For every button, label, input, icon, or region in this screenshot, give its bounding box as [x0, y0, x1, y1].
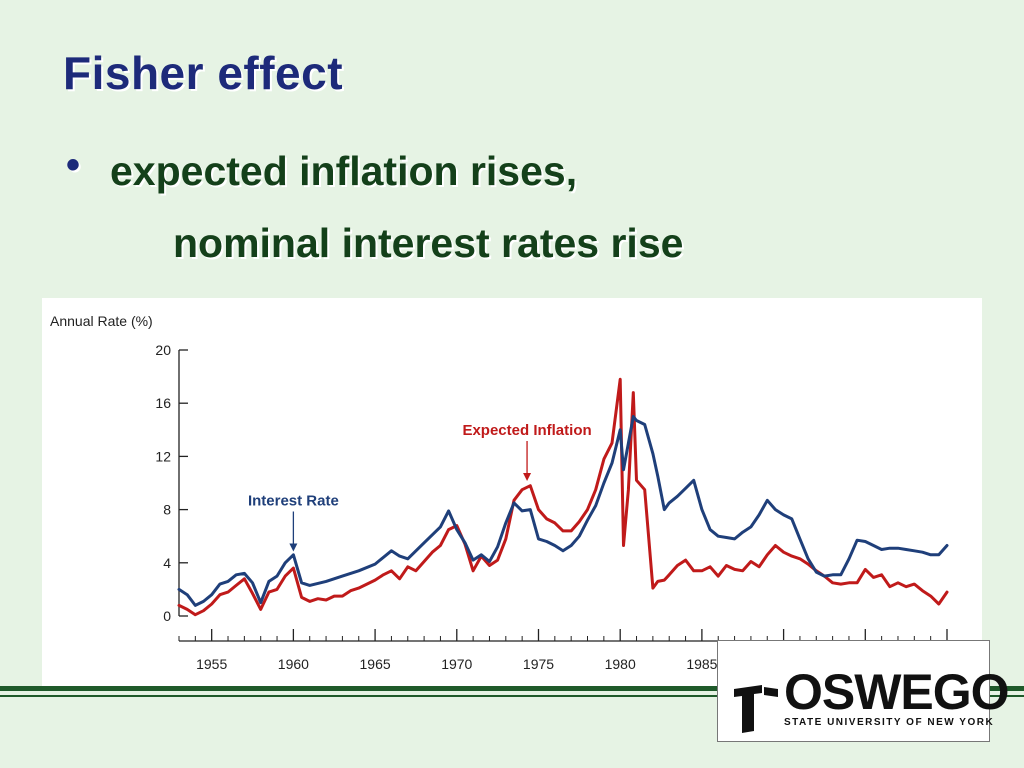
series-group — [177, 377, 949, 617]
footer-rule-right — [990, 686, 1024, 691]
annotation-arrow-head — [523, 473, 532, 481]
annotation-arrow-head — [289, 543, 298, 552]
x-tick-label: 1985 — [686, 656, 717, 672]
y-tick-label: 0 — [163, 608, 171, 624]
bullet-text-line-2: nominal interest rates rise — [173, 220, 684, 266]
x-tick-label: 1975 — [523, 656, 554, 672]
oswego-logo: OSWEGO STATE UNIVERSITY OF NEW YORK — [717, 640, 1009, 742]
logo-wordmark: OSWEGO — [784, 667, 1009, 711]
y-axis-label: Annual Rate (%) — [50, 313, 153, 329]
footer-rule-right-thin — [990, 695, 1024, 697]
y-tick-label: 16 — [155, 395, 171, 411]
x-tick-label: 1955 — [196, 656, 227, 672]
y-tick-label: 20 — [155, 342, 171, 358]
annotation-label: Expected Inflation — [462, 422, 591, 439]
annotation-label: Interest Rate — [248, 492, 339, 509]
footer-rule — [0, 686, 718, 691]
bullet-text-line-1: expected inflation rises, — [110, 148, 578, 194]
bullet-dot-icon: • — [66, 143, 81, 187]
x-tick-label: 1960 — [278, 656, 309, 672]
annotations: Interest Rate Expected Inflation — [248, 422, 592, 552]
series-line-interest-rate — [177, 415, 949, 607]
footer-rule-thin — [0, 695, 718, 697]
x-tick-label: 1965 — [360, 656, 391, 672]
y-tick-label: 12 — [155, 448, 171, 464]
chart-panel: Annual Rate (%) 0 4 8 12 16 20 1955 1960 1965 197… — [42, 298, 982, 690]
line-chart: Annual Rate (%) 0 4 8 12 16 20 1955 1960 1965 197… — [50, 313, 963, 672]
logo-subtitle: STATE UNIVERSITY OF NEW YORK — [784, 717, 995, 728]
oswego-tower-icon — [734, 685, 778, 733]
y-tick-label: 4 — [163, 555, 171, 571]
x-tick-label: 1970 — [441, 656, 472, 672]
slide-title: Fisher effect — [63, 47, 344, 99]
y-tick-label: 8 — [163, 502, 171, 518]
x-tick-label: 1980 — [605, 656, 636, 672]
